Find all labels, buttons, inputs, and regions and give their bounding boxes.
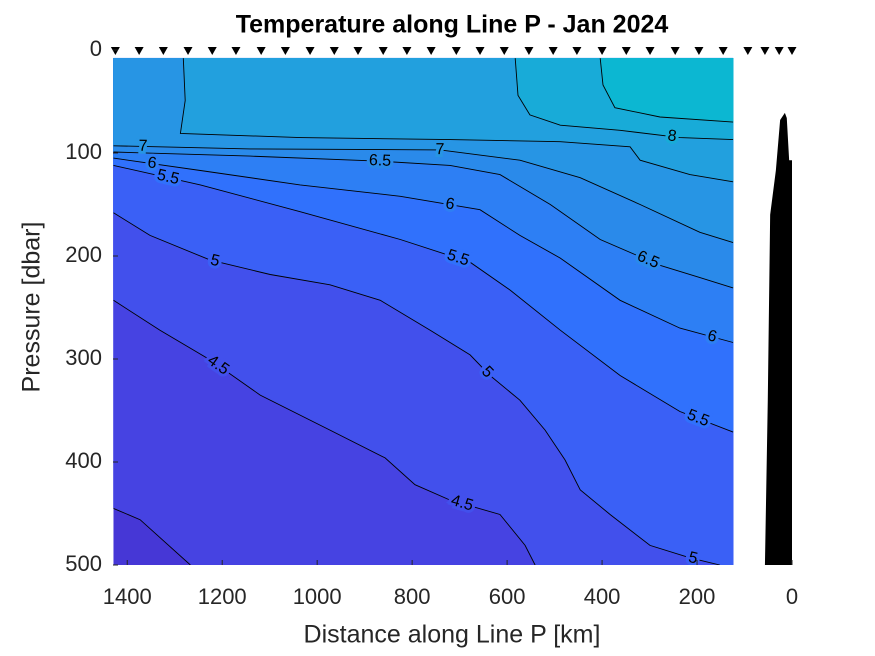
station-marker bbox=[572, 47, 582, 55]
contour-label: 7 bbox=[436, 141, 445, 158]
station-marker bbox=[329, 47, 339, 55]
station-marker bbox=[280, 47, 290, 55]
station-marker bbox=[475, 47, 485, 55]
station-marker bbox=[426, 47, 436, 55]
station-marker bbox=[670, 47, 680, 55]
y-axis-label: Pressure [dbar] bbox=[18, 222, 46, 393]
contour-line bbox=[514, 58, 734, 141]
contour-line bbox=[113, 157, 734, 343]
station-marker bbox=[402, 47, 412, 55]
y-tick-label: 500 bbox=[65, 551, 102, 576]
station-marker bbox=[597, 47, 607, 55]
station-marker bbox=[524, 47, 534, 55]
contour-line bbox=[599, 58, 734, 123]
contour-label: 7 bbox=[138, 138, 147, 155]
overlay: 1400 1200 1000 800 600 400 200 0 0 100 200 300 400 50… bbox=[65, 36, 798, 609]
station-marker bbox=[548, 47, 558, 55]
contour-label: 6.5 bbox=[369, 152, 392, 170]
x-axis-label: Distance along Line P [km] bbox=[304, 621, 601, 649]
contour-line bbox=[113, 507, 191, 565]
station-marker bbox=[451, 47, 461, 55]
station-marker bbox=[158, 47, 168, 55]
chart-title: Temperature along Line P - Jan 2024 bbox=[236, 11, 669, 39]
y-tick-label: 300 bbox=[65, 345, 102, 370]
contour-line bbox=[179, 58, 734, 183]
x-tick-label: 600 bbox=[489, 584, 526, 609]
station-marker bbox=[378, 47, 388, 55]
contour-line bbox=[113, 164, 734, 433]
station-marker bbox=[110, 47, 120, 55]
contour-line bbox=[113, 151, 734, 289]
station-marker bbox=[718, 47, 728, 55]
x-tick-label: 1000 bbox=[293, 584, 342, 609]
y-tick-label: 100 bbox=[65, 139, 102, 164]
contour-line bbox=[113, 145, 734, 244]
station-marker bbox=[621, 47, 631, 55]
station-marker bbox=[183, 47, 193, 55]
station-marker bbox=[353, 47, 363, 55]
y-tick-label: 0 bbox=[90, 36, 102, 61]
x-tick-label: 1400 bbox=[103, 584, 152, 609]
station-marker bbox=[207, 47, 217, 55]
x-tick-label: 200 bbox=[679, 584, 716, 609]
contour-line bbox=[113, 212, 720, 565]
station-marker bbox=[743, 47, 753, 55]
station-marker bbox=[305, 47, 315, 55]
x-tick-label: 0 bbox=[786, 584, 798, 609]
station-marker bbox=[760, 47, 770, 55]
station-marker bbox=[645, 47, 655, 55]
station-marker bbox=[787, 47, 797, 55]
station-marker bbox=[499, 47, 509, 55]
y-tick-label: 400 bbox=[65, 448, 102, 473]
bathymetry bbox=[764, 112, 792, 565]
y-tick-label: 200 bbox=[65, 242, 102, 267]
station-marker bbox=[231, 47, 241, 55]
x-tick-label: 400 bbox=[584, 584, 621, 609]
station-marker bbox=[774, 47, 784, 55]
station-marker bbox=[134, 47, 144, 55]
x-tick-label: 1200 bbox=[198, 584, 247, 609]
x-tick-label: 800 bbox=[394, 584, 431, 609]
station-marker bbox=[256, 47, 266, 55]
contour-line bbox=[113, 299, 536, 565]
station-marker bbox=[694, 47, 704, 55]
